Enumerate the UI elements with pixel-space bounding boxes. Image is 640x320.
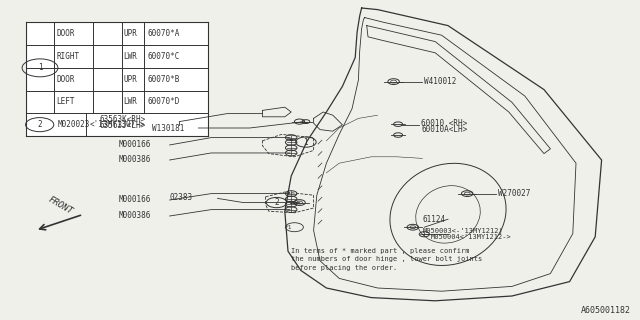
Ellipse shape <box>416 186 480 243</box>
Text: W270027: W270027 <box>498 189 531 198</box>
Ellipse shape <box>390 163 506 266</box>
Text: LWR: LWR <box>124 97 138 107</box>
Text: M050004<'13MY1212->: M050004<'13MY1212-> <box>431 234 511 240</box>
Text: 02383: 02383 <box>170 193 193 202</box>
Text: A605001182: A605001182 <box>580 306 630 315</box>
Text: FRONT: FRONT <box>47 195 75 216</box>
Text: 60070*D: 60070*D <box>147 97 180 107</box>
Text: M000386: M000386 <box>118 211 151 220</box>
Text: 60010A<LH>: 60010A<LH> <box>421 125 467 134</box>
Text: W410012: W410012 <box>424 77 457 86</box>
Text: 60070*C: 60070*C <box>147 52 180 61</box>
Text: M020023: M020023 <box>58 120 90 129</box>
Text: 60010 <RH>: 60010 <RH> <box>421 119 467 128</box>
Text: M000166: M000166 <box>118 195 151 204</box>
Text: RIGHT: RIGHT <box>56 52 79 61</box>
Text: LEFT: LEFT <box>56 97 75 107</box>
Text: DOOR: DOOR <box>56 75 75 84</box>
Text: In terms of * marked part , please confirm
the numbers of door hinge , lower bol: In terms of * marked part , please confi… <box>291 248 483 271</box>
Text: 61124: 61124 <box>422 215 445 224</box>
Text: 1: 1 <box>303 138 308 147</box>
Text: DOOR: DOOR <box>56 29 75 38</box>
Bar <box>26 22 208 136</box>
Text: <'13MY1307->: <'13MY1307-> <box>90 120 145 129</box>
Text: 2: 2 <box>37 120 42 129</box>
Text: 2: 2 <box>274 198 279 207</box>
Text: 63563J<LH>: 63563J<LH> <box>99 121 145 130</box>
Text: LWR: LWR <box>124 52 138 61</box>
Text: M000386: M000386 <box>118 155 151 164</box>
Text: 63563K<RH>: 63563K<RH> <box>99 115 145 124</box>
Text: UPR: UPR <box>124 29 138 38</box>
Text: M050003<-'13MY1212): M050003<-'13MY1212) <box>422 228 503 234</box>
Text: UPR: UPR <box>124 75 138 84</box>
Text: W130181: W130181 <box>152 124 184 133</box>
Text: 1: 1 <box>38 63 42 72</box>
Text: M000166: M000166 <box>118 140 151 149</box>
Text: 60070*A: 60070*A <box>147 29 180 38</box>
Text: *1: *1 <box>284 225 292 230</box>
Text: 60070*B: 60070*B <box>147 75 180 84</box>
